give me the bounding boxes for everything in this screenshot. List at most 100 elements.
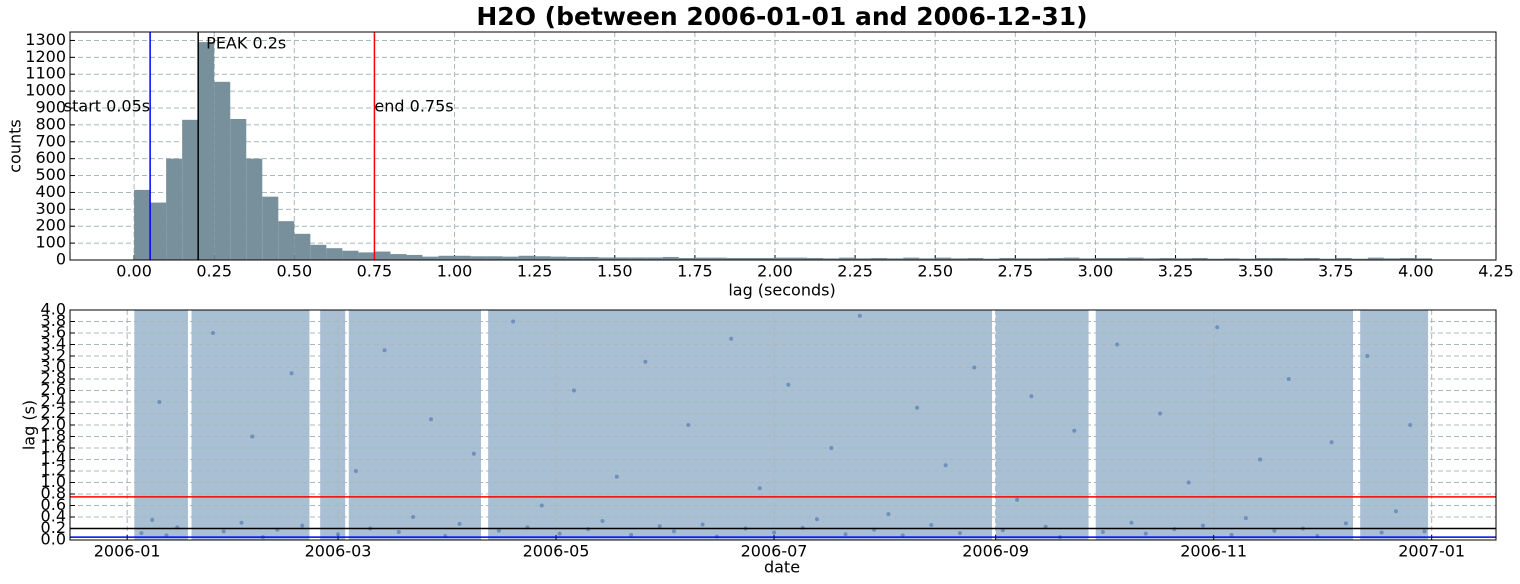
y-tick-label: 0.8 [41, 484, 66, 503]
x-tick-label: 2.75 [998, 262, 1034, 281]
x-tick-label: 2006-01 [94, 542, 161, 561]
point [289, 371, 294, 376]
point [511, 319, 516, 324]
bar [726, 257, 743, 260]
point [915, 405, 920, 410]
bar [1415, 258, 1432, 260]
y-tick-label: 500 [35, 165, 66, 184]
y-axis-label: counts [6, 119, 25, 172]
y-tick-label: 400 [35, 182, 66, 201]
bar [1223, 258, 1240, 260]
point [1365, 354, 1370, 358]
bar [614, 257, 631, 260]
bar [646, 257, 663, 260]
y-tick-label: 1200 [25, 47, 66, 66]
point [786, 382, 791, 387]
bar [310, 244, 327, 260]
bar [710, 257, 727, 260]
bar [807, 257, 824, 260]
y-tick-label: 300 [35, 199, 66, 218]
x-tick-label: 0.25 [196, 262, 232, 281]
y-tick-label: 1300 [25, 30, 66, 49]
bar [1207, 258, 1224, 260]
point [657, 524, 662, 529]
point [1422, 529, 1427, 534]
point [382, 348, 387, 353]
annotation: start 0.05s [64, 97, 150, 116]
bar [166, 158, 183, 260]
bar [1047, 257, 1064, 260]
y-tick-label: 2.2 [41, 403, 66, 422]
y-tick-label: 0.0 [41, 530, 66, 549]
bar [1015, 258, 1032, 260]
bar [1287, 258, 1304, 260]
y-tick-label: 3.8 [41, 311, 66, 330]
point [396, 529, 401, 534]
bar [454, 255, 471, 260]
y-tick-label: 3.4 [41, 334, 66, 353]
bar [182, 119, 199, 260]
bar [919, 258, 936, 260]
point [1379, 530, 1384, 535]
bar [630, 257, 647, 260]
point [857, 313, 862, 318]
point [239, 520, 244, 525]
point [957, 531, 962, 536]
bar [230, 118, 247, 260]
annotation: end 0.75s [374, 97, 453, 116]
x-tick-label: 2006-07 [741, 542, 808, 561]
bar [1127, 257, 1144, 260]
y-tick-label: 0 [56, 250, 66, 269]
point [539, 503, 544, 508]
x-tick-label: 0.50 [277, 262, 313, 281]
bar [662, 256, 679, 260]
bar [903, 257, 920, 260]
point [428, 417, 433, 422]
y-tick-label: 1.8 [41, 426, 66, 445]
x-axis-label: date [764, 558, 800, 577]
y-tick-label: 0.4 [41, 507, 66, 526]
y-tick-label: 1.6 [41, 438, 66, 457]
bar [1095, 257, 1112, 260]
bar [1367, 257, 1384, 260]
coverage-band [488, 310, 993, 540]
plot-frame [69, 31, 1497, 261]
y-tick-label: 100 [35, 233, 66, 252]
point [1229, 532, 1234, 537]
bar [198, 42, 215, 261]
bar [326, 248, 343, 260]
bar [983, 258, 1000, 260]
bar [887, 258, 904, 260]
bar [470, 256, 487, 260]
bar [246, 158, 263, 260]
bar [550, 256, 567, 260]
point [1243, 516, 1248, 521]
x-tick-label: 3.25 [1158, 262, 1194, 281]
bar [871, 257, 888, 260]
point [157, 400, 162, 404]
bar [791, 257, 808, 260]
point [150, 517, 155, 522]
x-tick-label: 1.50 [597, 262, 633, 281]
point [1393, 509, 1398, 514]
x-tick-label: 2006-11 [1180, 542, 1247, 561]
y-tick-label: 2.0 [41, 415, 66, 434]
x-axis-label: lag (seconds) [728, 281, 835, 300]
bar [502, 256, 519, 260]
point [571, 388, 576, 393]
x-tick-label: 2.00 [757, 262, 793, 281]
bar [1255, 257, 1272, 260]
point [757, 486, 762, 491]
x-tick-label: 3.00 [1078, 262, 1114, 281]
coverage-band [320, 310, 346, 540]
bar [855, 258, 872, 260]
point [411, 515, 416, 519]
y-tick-label: 1.2 [41, 461, 66, 480]
point [221, 529, 226, 534]
point [886, 512, 891, 517]
bar [1399, 257, 1416, 260]
point [1215, 325, 1220, 330]
bar [823, 258, 840, 260]
bar [694, 257, 711, 260]
